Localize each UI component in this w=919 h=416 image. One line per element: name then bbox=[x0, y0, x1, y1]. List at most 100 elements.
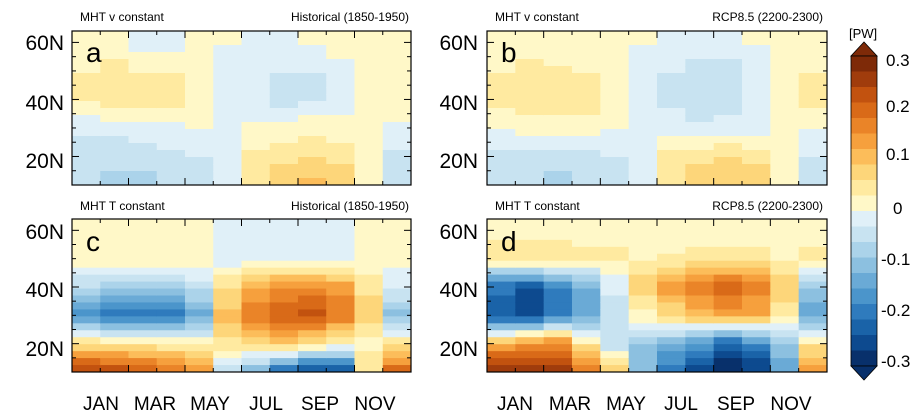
heatmap-cell bbox=[685, 302, 715, 310]
heatmap-cell bbox=[798, 59, 827, 67]
heatmap-cell bbox=[326, 260, 356, 269]
heatmap-cell bbox=[354, 365, 384, 372]
heatmap-cell bbox=[298, 219, 327, 227]
heatmap-cell bbox=[685, 232, 715, 241]
heatmap-cell bbox=[657, 150, 686, 158]
heatmap-cell bbox=[213, 108, 243, 116]
heatmap-cell bbox=[156, 219, 186, 227]
heatmap-cell bbox=[628, 136, 658, 144]
heatmap-cell bbox=[798, 323, 827, 331]
heatmap-cell bbox=[354, 351, 384, 359]
heatmap-cell bbox=[798, 94, 827, 102]
heatmap-cell bbox=[156, 171, 186, 179]
heatmap-cell bbox=[798, 108, 827, 116]
heatmap-cell bbox=[185, 219, 214, 227]
heatmap-cell bbox=[298, 157, 327, 165]
heatmap-cell bbox=[213, 115, 243, 123]
heatmap-cell bbox=[572, 260, 601, 269]
heatmap-cell bbox=[156, 101, 186, 109]
heatmap-cell bbox=[770, 150, 800, 158]
heatmap-cell bbox=[770, 73, 800, 81]
heatmap-cell bbox=[382, 136, 411, 144]
heatmap-cell bbox=[72, 66, 101, 74]
heatmap-cell bbox=[100, 239, 130, 248]
heatmap-cell bbox=[515, 150, 545, 158]
heatmap-cell bbox=[685, 80, 715, 88]
heatmap-cell bbox=[298, 253, 327, 262]
heatmap-cell bbox=[100, 351, 130, 359]
heatmap-cell bbox=[487, 59, 516, 67]
heatmap-cell bbox=[298, 358, 327, 366]
heatmap-cell bbox=[298, 246, 327, 255]
heatmap-cell bbox=[128, 253, 158, 262]
heatmap-cell bbox=[543, 59, 573, 67]
heatmap-cell bbox=[487, 38, 516, 46]
heatmap-cell bbox=[543, 171, 573, 179]
heatmap-cell bbox=[572, 157, 601, 165]
heatmap-cell bbox=[515, 281, 545, 290]
heatmap-cell bbox=[798, 302, 827, 310]
heatmap-cell bbox=[487, 52, 516, 60]
heatmap-cell bbox=[269, 171, 299, 179]
heatmap-cell bbox=[326, 246, 356, 255]
heatmap-cell bbox=[685, 94, 715, 102]
heatmap-cell bbox=[241, 157, 271, 165]
heatmap-cell bbox=[72, 80, 101, 88]
heatmap-cell bbox=[770, 239, 800, 248]
heatmap-cell bbox=[298, 87, 327, 95]
heatmap-cell bbox=[354, 330, 384, 338]
heatmap-cell bbox=[600, 150, 630, 158]
heatmap-cell bbox=[156, 122, 186, 130]
heatmap-cell bbox=[354, 31, 384, 39]
heatmap-cell bbox=[657, 302, 686, 310]
heatmap-cell bbox=[798, 225, 827, 234]
heatmap-cell bbox=[269, 143, 299, 151]
heatmap-cell bbox=[241, 136, 271, 144]
heatmap-cell bbox=[713, 267, 743, 276]
heatmap-cell bbox=[487, 108, 516, 116]
heatmap-cell bbox=[742, 232, 771, 241]
heatmap-cell bbox=[298, 302, 327, 310]
heatmap-cell bbox=[572, 52, 601, 60]
heatmap-cell bbox=[572, 94, 601, 102]
x-tick-jan-right: JAN bbox=[497, 394, 533, 415]
heatmap-cell bbox=[572, 302, 601, 310]
heatmap-cell bbox=[515, 66, 545, 74]
heatmap-cell bbox=[298, 267, 327, 276]
heatmap-cell bbox=[657, 288, 686, 297]
heatmap-cell bbox=[128, 31, 158, 39]
heatmap-cell bbox=[298, 150, 327, 158]
heatmap-cell bbox=[713, 246, 743, 255]
heatmap-cell bbox=[298, 288, 327, 297]
heatmap-cell bbox=[213, 129, 243, 137]
heatmap-cell bbox=[326, 288, 356, 297]
heatmap-cell bbox=[326, 225, 356, 234]
heatmap-cell bbox=[487, 101, 516, 109]
panel-b-label: b bbox=[501, 37, 517, 68]
heatmap-cell bbox=[685, 219, 715, 227]
heatmap-cell bbox=[657, 309, 686, 317]
heatmap-cell bbox=[657, 225, 686, 234]
heatmap-cell bbox=[382, 219, 411, 227]
heatmap-cell bbox=[128, 219, 158, 227]
heatmap-cell bbox=[657, 164, 686, 172]
heatmap-cell bbox=[600, 122, 630, 130]
heatmap-cell bbox=[185, 164, 214, 172]
heatmap-cell bbox=[515, 225, 545, 234]
x-tick-jul: JUL bbox=[249, 394, 283, 415]
heatmap-cell bbox=[298, 323, 327, 331]
heatmap-cell bbox=[298, 260, 327, 269]
heatmap-cell bbox=[657, 87, 686, 95]
heatmap-cell bbox=[354, 45, 384, 53]
heatmap-cell bbox=[213, 316, 243, 324]
heatmap-cell bbox=[742, 178, 771, 185]
heatmap-cell bbox=[326, 232, 356, 241]
heatmap-cell bbox=[798, 316, 827, 324]
heatmap-cell bbox=[487, 87, 516, 95]
heatmap-cell bbox=[572, 31, 601, 39]
heatmap-cell bbox=[685, 344, 715, 352]
heatmap-cell bbox=[543, 267, 573, 276]
heatmap-cell bbox=[382, 87, 411, 95]
heatmap-cell bbox=[72, 122, 101, 130]
heatmap-cell bbox=[770, 45, 800, 53]
